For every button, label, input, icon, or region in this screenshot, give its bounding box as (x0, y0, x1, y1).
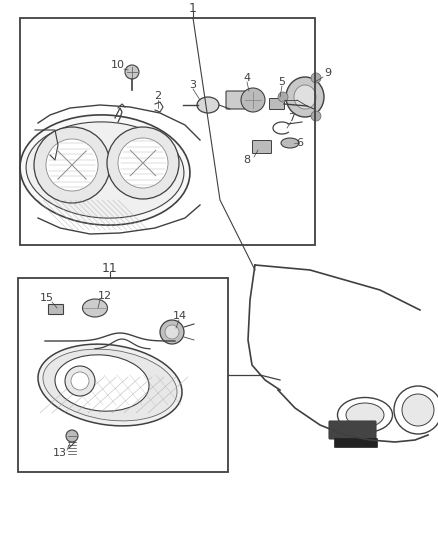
FancyBboxPatch shape (269, 99, 285, 109)
Ellipse shape (165, 325, 179, 339)
Text: 4: 4 (244, 73, 251, 83)
Circle shape (65, 366, 95, 396)
Ellipse shape (55, 355, 149, 411)
Text: 15: 15 (40, 293, 54, 303)
FancyBboxPatch shape (335, 439, 378, 448)
FancyBboxPatch shape (329, 421, 376, 439)
Circle shape (394, 386, 438, 434)
Text: 3: 3 (190, 80, 197, 90)
Text: 6: 6 (297, 138, 304, 148)
Circle shape (125, 65, 139, 79)
Text: 5: 5 (279, 77, 286, 87)
FancyBboxPatch shape (226, 91, 248, 109)
Text: 14: 14 (173, 311, 187, 321)
Text: 13: 13 (53, 448, 67, 458)
Circle shape (71, 372, 89, 390)
Text: 10: 10 (111, 60, 125, 70)
Ellipse shape (294, 85, 316, 109)
Ellipse shape (197, 97, 219, 113)
FancyBboxPatch shape (252, 141, 272, 154)
Text: 1: 1 (189, 2, 197, 14)
Ellipse shape (82, 299, 107, 317)
Ellipse shape (281, 138, 299, 148)
Text: 11: 11 (102, 262, 118, 274)
Circle shape (278, 92, 288, 102)
Circle shape (311, 73, 321, 83)
Ellipse shape (43, 349, 177, 421)
Text: 8: 8 (244, 155, 251, 165)
Ellipse shape (20, 115, 190, 225)
Circle shape (311, 111, 321, 121)
Circle shape (107, 127, 179, 199)
Text: 12: 12 (98, 291, 112, 301)
Ellipse shape (346, 403, 384, 427)
Ellipse shape (160, 320, 184, 344)
Circle shape (241, 88, 265, 112)
Ellipse shape (286, 77, 324, 117)
Ellipse shape (38, 344, 182, 426)
Text: 2: 2 (155, 91, 162, 101)
Circle shape (34, 127, 110, 203)
Text: 9: 9 (325, 68, 332, 78)
Circle shape (402, 394, 434, 426)
Ellipse shape (338, 398, 392, 432)
Circle shape (66, 430, 78, 442)
Ellipse shape (26, 122, 184, 218)
Circle shape (46, 139, 98, 191)
Text: 7: 7 (289, 113, 296, 123)
FancyBboxPatch shape (49, 304, 64, 314)
Circle shape (118, 138, 168, 188)
